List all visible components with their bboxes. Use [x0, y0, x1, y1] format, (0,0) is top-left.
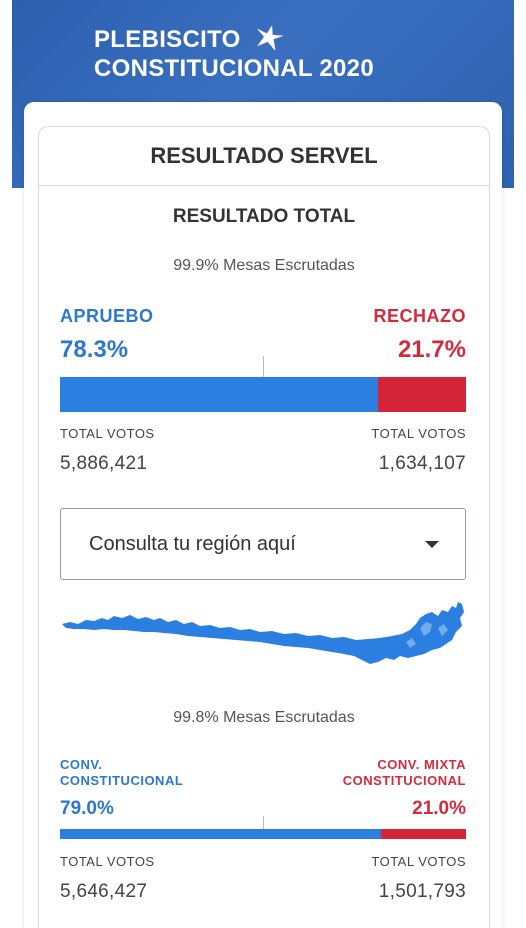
conv-label-line-1: CONV.	[60, 757, 103, 772]
conv-mixta-label-line-1: CONV. MIXTA	[377, 757, 466, 772]
chile-map-icon[interactable]	[60, 598, 466, 670]
conv-label-line-2: CONSTITUCIONAL	[60, 773, 184, 788]
star-icon	[256, 25, 284, 50]
conv-constitucional-label: CONV. CONSTITUCIONAL	[60, 757, 183, 789]
midpoint-marker	[263, 356, 264, 378]
apruebo-bar-fill	[60, 377, 378, 412]
rechazo-bar-fill	[377, 377, 466, 412]
caret-down-icon	[425, 541, 439, 548]
rechazo-label: RECHAZO	[373, 306, 466, 326]
rechazo-percent: 21.7%	[397, 336, 466, 363]
region-select-value: Consulta tu región aquí	[89, 532, 296, 555]
conv-votes: 5,646,427	[60, 881, 148, 902]
card-header: RESULTADO SERVEL	[38, 126, 490, 186]
conv-mixta-votes-label: TOTAL VOTOS	[371, 854, 466, 869]
conv-votes-label: TOTAL VOTOS	[60, 854, 155, 869]
total-result-bar	[60, 377, 466, 412]
card-title: RESULTADO SERVEL	[150, 142, 378, 168]
conv-mixta-bar-fill	[380, 829, 466, 839]
conv-mixta-label: CONV. MIXTA CONSTITUCIONAL	[343, 757, 466, 789]
conv-mixta-votes: 1,501,793	[378, 881, 466, 902]
conv-mixta-percent: 21.0%	[412, 798, 466, 819]
section-title-total: RESULTADO TOTAL	[172, 206, 356, 227]
apruebo-percent: 78.3%	[60, 336, 129, 363]
results-card	[38, 126, 490, 928]
rechazo-votes: 1,634,107	[378, 453, 466, 474]
page-title: PLEBISCITO CONSTITUCIONAL 2020	[94, 24, 374, 83]
title-line-1: PLEBISCITO	[94, 26, 241, 53]
apruebo-votes-label: TOTAL VOTOS	[60, 426, 155, 441]
conv-mixta-label-line-2: CONSTITUCIONAL	[342, 773, 466, 788]
rechazo-votes-label: TOTAL VOTOS	[371, 426, 466, 441]
apruebo-label: APRUEBO	[60, 306, 154, 326]
apruebo-votes: 5,886,421	[60, 453, 148, 474]
mesas-escrutadas-total: 99.9% Mesas Escrutadas	[173, 257, 355, 274]
conv-constitucional-bar-fill	[60, 829, 381, 839]
region-select[interactable]: Consulta tu región aquí	[60, 508, 466, 580]
title-line-2: CONSTITUCIONAL 2020	[94, 55, 374, 82]
mesas-escrutadas-convencion: 99.8% Mesas Escrutadas	[173, 709, 355, 726]
conv-constitucional-percent: 79.0%	[60, 798, 114, 819]
convencion-result-bar	[60, 829, 466, 839]
midpoint-marker-convencion	[263, 816, 264, 830]
